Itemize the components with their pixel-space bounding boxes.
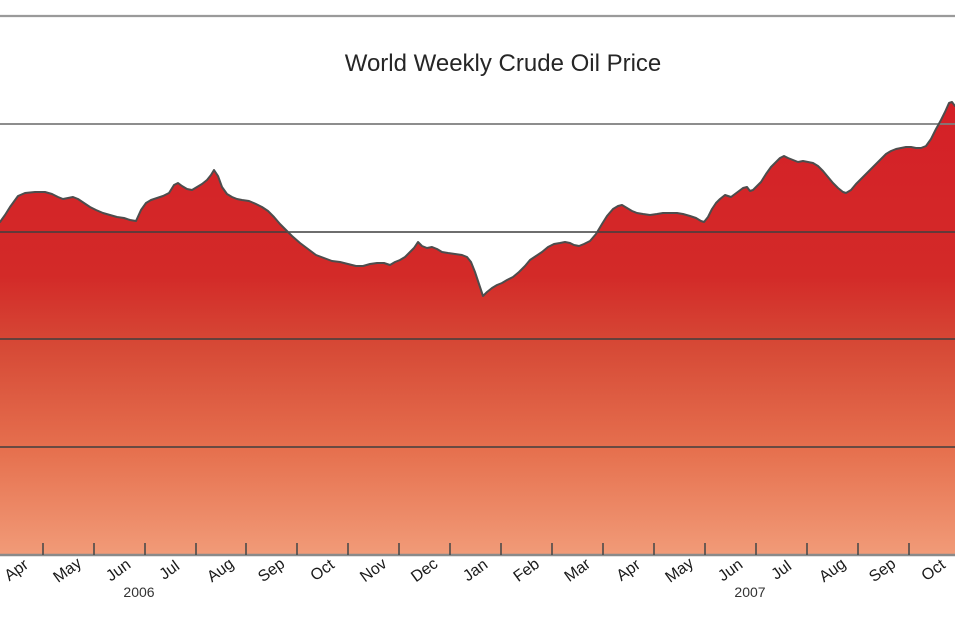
year-label-2007: 2007 [734,584,766,600]
year-label-2006: 2006 [123,584,155,600]
chart-title: World Weekly Crude Oil Price [344,50,662,77]
price-area [0,102,955,555]
price-curve [0,101,955,297]
